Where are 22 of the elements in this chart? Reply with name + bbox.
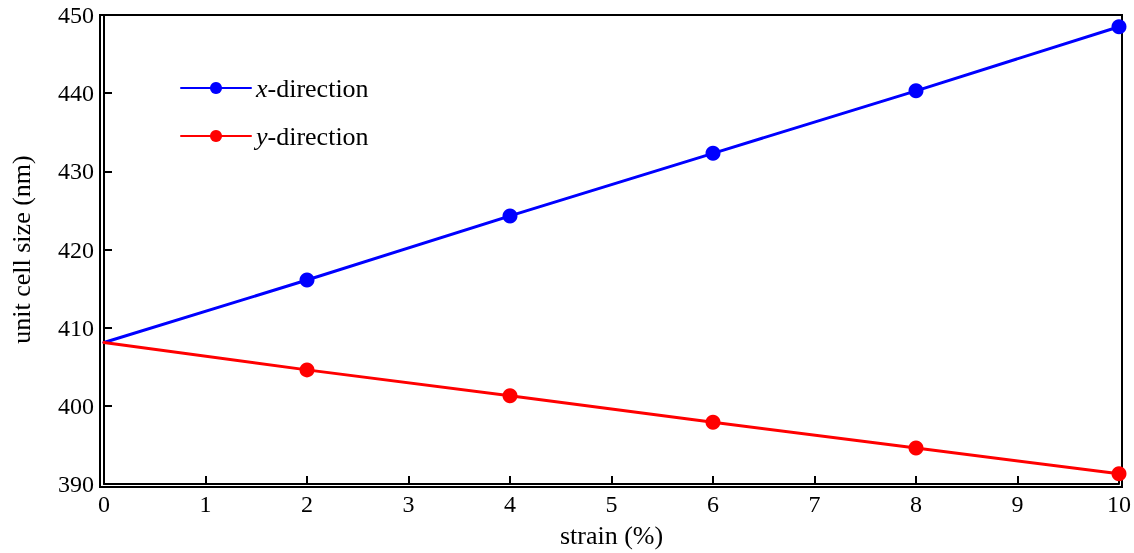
y-tick-label: 430 [58,158,94,185]
y-tick-label: 390 [58,471,94,497]
x-tick-label: 0 [98,491,110,517]
x-tick-label: 8 [910,491,922,517]
y-axis-title: unit cell size (nm) [6,155,36,344]
y-tick-label: 450 [58,2,94,28]
x-tick-label: 9 [1011,491,1024,517]
x-tick-label: 6 [707,491,719,517]
y-tick-label: 400 [58,392,94,419]
y-tick-label: 440 [58,80,94,107]
x-tick-label: 1 [199,491,212,517]
legend-label: y-direction [253,121,369,151]
x-tick-label: 4 [504,491,516,517]
x-tick-label: 2 [301,491,313,517]
y-tick-label: 420 [58,236,94,263]
legend-label: x-direction [255,73,369,103]
y-tick-label: 410 [58,314,94,341]
x-tick-label: 7 [808,491,821,517]
x-tick-label: 5 [605,491,618,517]
x-axis-title: strain (%) [559,520,664,550]
x-tick-label: 3 [402,491,415,517]
x-tick-label: 10 [1107,491,1131,517]
